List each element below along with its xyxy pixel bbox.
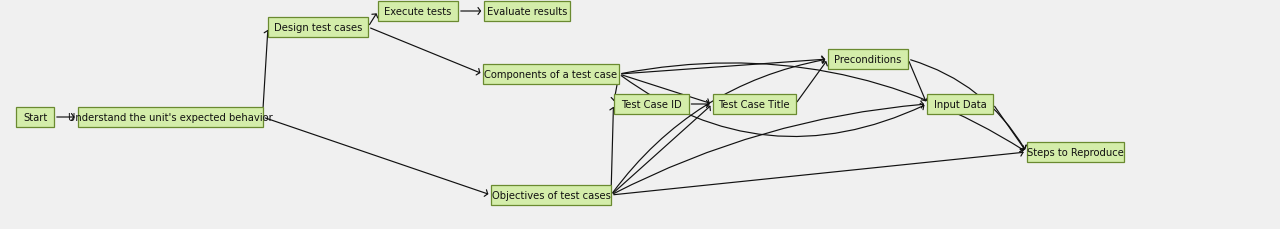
FancyBboxPatch shape bbox=[483, 65, 620, 85]
Text: Preconditions: Preconditions bbox=[835, 55, 901, 65]
FancyBboxPatch shape bbox=[492, 185, 611, 205]
Text: Input Data: Input Data bbox=[933, 100, 987, 109]
Text: Evaluate results: Evaluate results bbox=[486, 7, 567, 17]
Text: Start: Start bbox=[23, 112, 47, 123]
FancyBboxPatch shape bbox=[484, 2, 570, 22]
FancyBboxPatch shape bbox=[378, 2, 458, 22]
Text: Test Case ID: Test Case ID bbox=[621, 100, 681, 109]
Text: Components of a test case: Components of a test case bbox=[484, 70, 617, 80]
FancyBboxPatch shape bbox=[78, 108, 262, 128]
Text: Understand the unit's expected behavior: Understand the unit's expected behavior bbox=[68, 112, 273, 123]
Text: Steps to Reproduce: Steps to Reproduce bbox=[1027, 147, 1124, 157]
FancyBboxPatch shape bbox=[927, 95, 993, 114]
Text: Test Case Title: Test Case Title bbox=[718, 100, 790, 109]
Text: Objectives of test cases: Objectives of test cases bbox=[492, 190, 611, 200]
FancyBboxPatch shape bbox=[268, 18, 369, 38]
FancyBboxPatch shape bbox=[613, 95, 689, 114]
FancyBboxPatch shape bbox=[713, 95, 795, 114]
Text: Design test cases: Design test cases bbox=[274, 23, 362, 33]
FancyBboxPatch shape bbox=[1027, 142, 1124, 162]
FancyBboxPatch shape bbox=[828, 50, 908, 70]
FancyBboxPatch shape bbox=[17, 108, 54, 128]
Text: Execute tests: Execute tests bbox=[384, 7, 452, 17]
